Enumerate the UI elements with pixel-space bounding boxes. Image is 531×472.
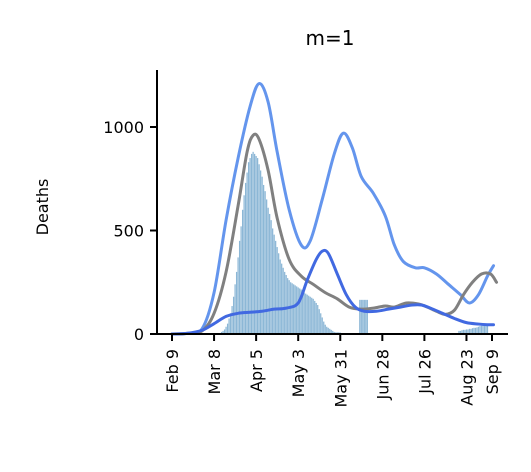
bar	[292, 283, 293, 334]
bar	[249, 158, 250, 334]
bar	[256, 156, 257, 334]
bar	[367, 300, 368, 334]
chart-title: m=1	[306, 26, 355, 50]
bar	[236, 272, 237, 334]
bar	[482, 325, 483, 334]
bar	[316, 303, 317, 334]
bar	[240, 226, 241, 334]
y-tick-label: 500	[113, 222, 144, 241]
x-tick-label: Aug 23	[457, 349, 476, 406]
bar	[277, 247, 278, 334]
bar	[257, 158, 258, 334]
x-ticks: Feb 9 Mar 8 Apr 5 May 3 May 31 Jun 28 Jul 26 Au…	[163, 334, 502, 408]
bar	[323, 322, 324, 334]
bar	[314, 301, 315, 334]
bar	[271, 220, 272, 334]
bar	[325, 325, 326, 334]
bar	[286, 275, 287, 334]
bar	[272, 228, 273, 334]
bar	[307, 295, 308, 334]
x-tick-label: May 31	[331, 349, 350, 408]
bar	[319, 309, 320, 334]
bar	[227, 324, 228, 334]
bar	[364, 300, 365, 334]
bar	[305, 294, 306, 334]
bar	[317, 305, 318, 334]
x-tick-label: Mar 8	[205, 349, 224, 394]
grey-line	[172, 134, 497, 334]
y-ticks: 0 500 1000	[103, 118, 157, 344]
bar	[281, 264, 282, 334]
bar	[280, 259, 281, 334]
bar	[283, 268, 284, 334]
bar	[284, 272, 285, 334]
bar	[299, 288, 300, 334]
bar	[228, 318, 229, 334]
bar	[362, 300, 363, 334]
bar	[478, 327, 479, 334]
bar	[479, 326, 480, 334]
y-tick-label: 0	[134, 325, 144, 344]
bar	[304, 293, 305, 334]
bar	[310, 297, 311, 334]
bar	[254, 154, 255, 334]
bar	[365, 300, 366, 334]
x-tick-label: May 3	[289, 349, 308, 397]
bar	[231, 306, 232, 334]
lines-layer	[172, 83, 497, 334]
bar	[484, 325, 485, 334]
bar	[265, 191, 266, 334]
bar	[275, 241, 276, 334]
bar	[251, 154, 252, 334]
bar	[322, 317, 323, 334]
bar	[266, 199, 267, 334]
bar	[237, 257, 238, 334]
bar	[242, 210, 243, 334]
y-tick-label: 1000	[103, 118, 144, 137]
bar	[248, 162, 249, 334]
bar	[481, 326, 482, 334]
x-tick-label: Jul 26	[415, 349, 434, 395]
x-tick-label: Jun 28	[373, 349, 392, 400]
bar	[259, 164, 260, 334]
x-tick-label: Feb 9	[163, 349, 182, 393]
y-axis-label: Deaths	[33, 179, 52, 236]
bar	[239, 241, 240, 334]
bar	[268, 208, 269, 334]
bar	[274, 235, 275, 334]
bar	[287, 278, 288, 334]
bar	[298, 287, 299, 334]
bar	[293, 284, 294, 334]
bar	[278, 253, 279, 334]
x-tick-label: Apr 5	[247, 349, 266, 392]
bar	[295, 285, 296, 334]
bar	[234, 284, 235, 334]
bar	[253, 152, 254, 334]
bar	[359, 300, 360, 334]
bar	[361, 300, 362, 334]
bar	[308, 296, 309, 334]
bar	[313, 299, 314, 334]
bar	[326, 327, 327, 334]
bar	[269, 214, 270, 334]
bar	[246, 173, 247, 334]
bar	[260, 170, 261, 334]
bar	[296, 286, 297, 334]
bar	[225, 327, 226, 334]
x-tick-label: Sep 9	[483, 349, 502, 394]
bar	[311, 298, 312, 334]
bar	[320, 313, 321, 334]
